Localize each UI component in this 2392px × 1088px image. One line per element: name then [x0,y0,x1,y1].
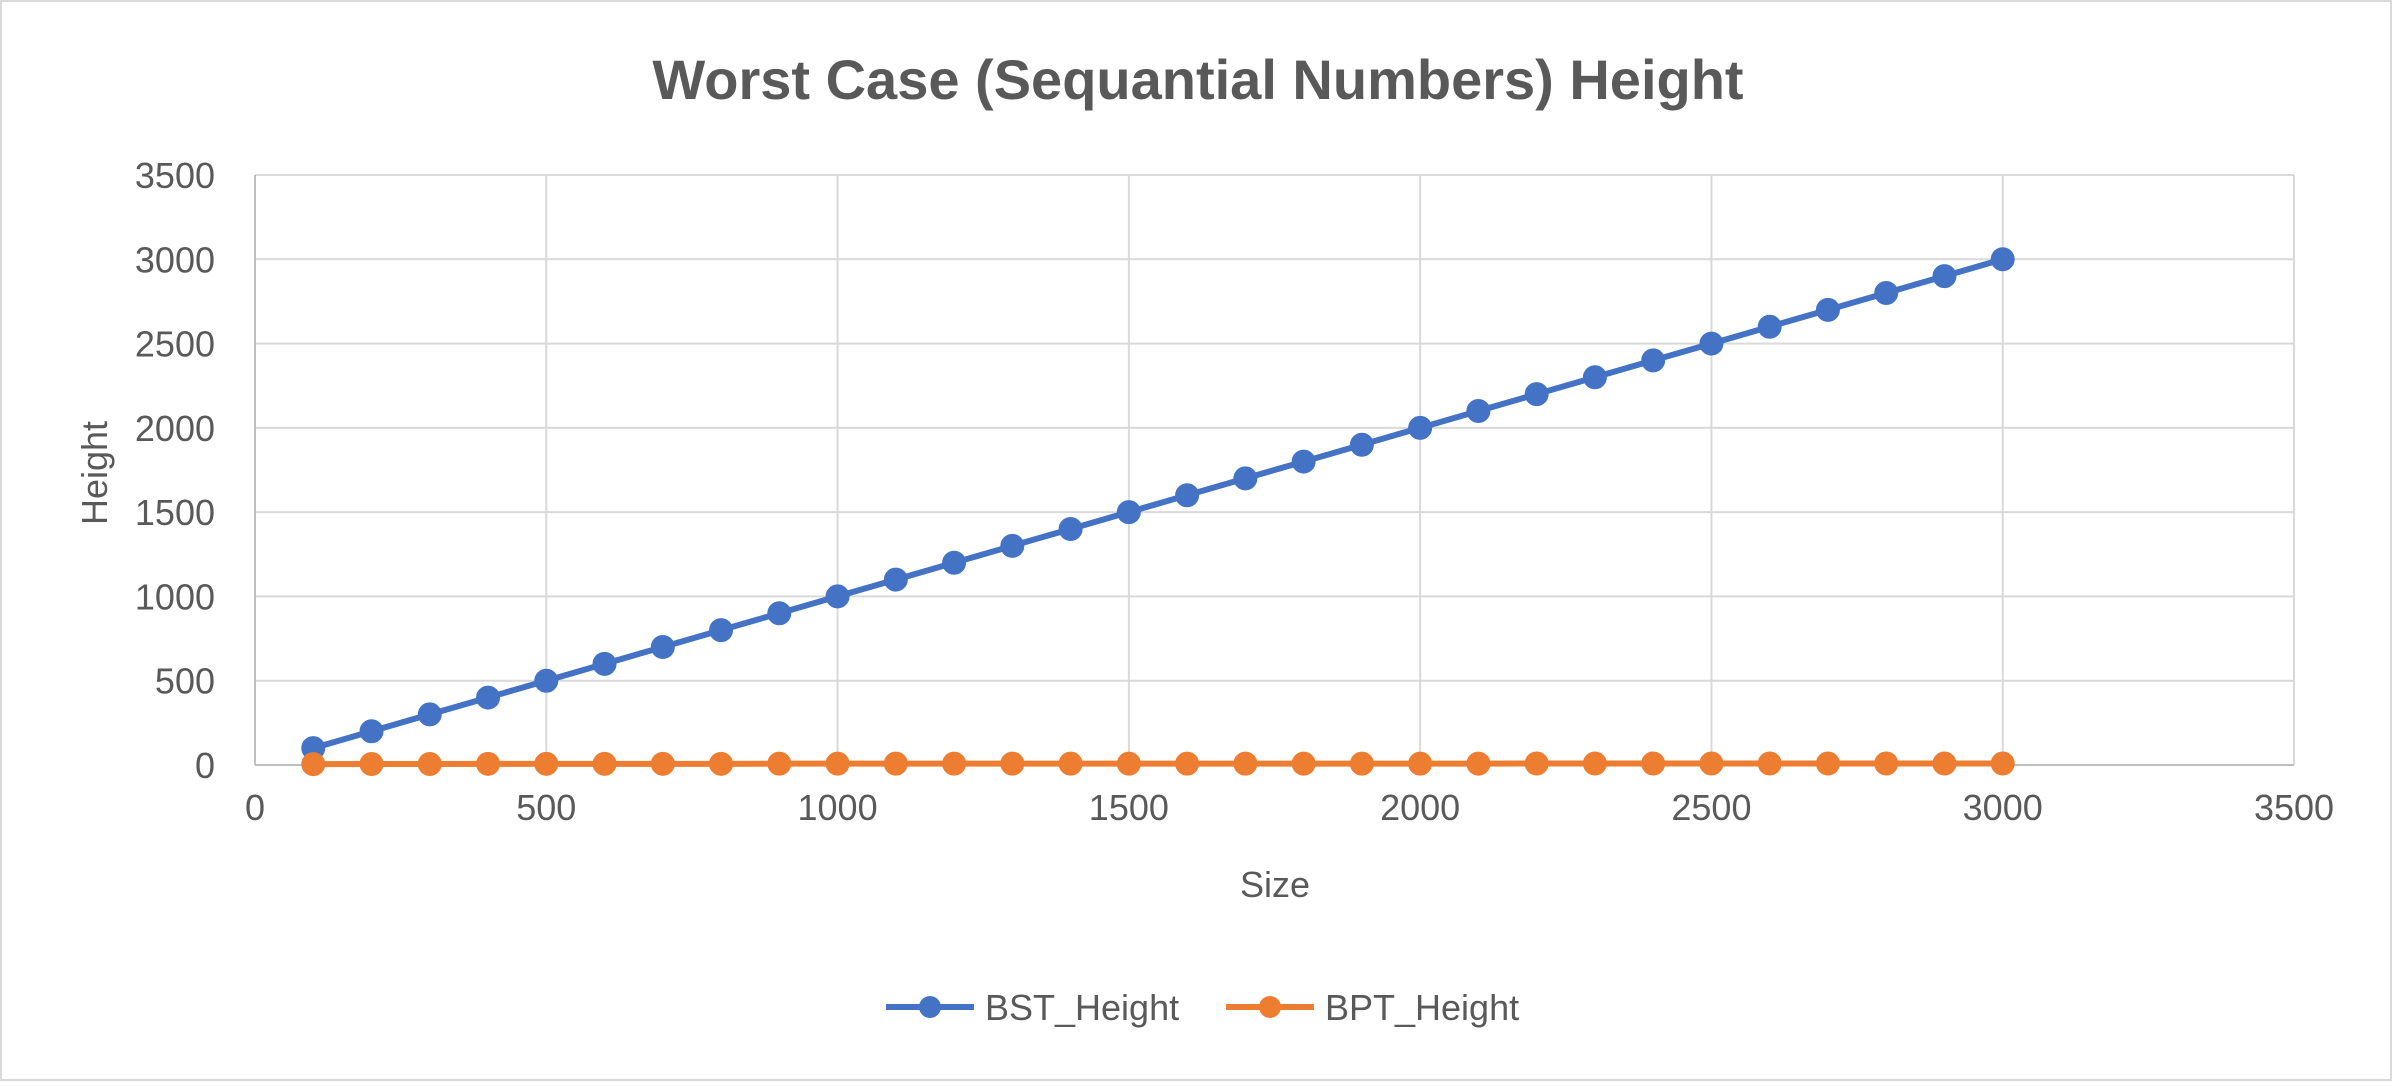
series-line [312,256,2004,752]
y-tick-label: 2000 [135,408,215,449]
data-point [359,719,384,744]
data-point [709,618,734,643]
data-point [1058,751,1083,776]
series-layer [301,247,2015,777]
data-point [1990,751,2015,776]
data-point [1815,751,1840,776]
data-point [1116,751,1141,776]
data-point [1641,751,1666,776]
y-tick-label: 3500 [135,155,215,196]
chart-title: Worst Case (Sequantial Numbers) Height [652,48,1743,111]
data-point [1582,365,1607,390]
data-point [1116,500,1141,525]
data-point [1291,751,1316,776]
y-tick-label: 1000 [135,576,215,617]
y-tick-label: 0 [195,745,215,786]
y-tick-label: 3000 [135,239,215,280]
legend-item: BPT_Height [1226,987,1519,1028]
data-point [1815,297,1840,322]
x-tick-label: 3500 [2254,787,2334,828]
x-axis-label: Size [1240,864,1310,905]
data-point [301,752,326,777]
data-point [1990,247,2015,272]
data-point [1582,751,1607,776]
data-point [359,751,384,776]
data-point [883,751,908,776]
data-point [592,651,617,676]
data-point [1874,751,1899,776]
data-point [650,751,675,776]
x-tick-label: 500 [516,787,576,828]
x-tick-label: 2000 [1380,787,1460,828]
data-point [1699,331,1724,356]
data-point [1291,449,1316,474]
data-point [1408,415,1433,440]
data-point [883,567,908,592]
data-point [1175,483,1200,508]
data-point [767,751,792,776]
data-point [1233,751,1258,776]
series-BST_Height [301,247,2015,761]
data-point [1349,751,1374,776]
data-point [476,685,501,710]
data-point [1641,348,1666,373]
data-point [1466,399,1491,423]
legend-marker [919,996,941,1018]
legend-marker [1259,996,1281,1018]
data-point [417,702,442,727]
data-point [650,635,675,659]
x-tick-label: 0 [245,787,265,828]
data-point [1524,751,1549,776]
legend: BST_Height BPT_Height [886,987,1519,1028]
grid-layer [255,174,2295,765]
data-point [534,668,559,693]
series-BPT_Height [301,751,2015,777]
x-tick-label: 1000 [798,787,878,828]
data-point [709,751,734,776]
data-point [1699,751,1724,776]
data-point [1932,264,1957,289]
series-line [313,760,2003,768]
data-point [825,751,850,776]
data-point [1233,466,1258,491]
data-point [592,751,617,776]
x-tick-label: 2500 [1671,787,1751,828]
legend-label: BST_Height [985,987,1179,1028]
x-tick-label: 3000 [1963,787,2043,828]
data-point [767,601,792,626]
data-point [1466,751,1491,776]
legend-item: BST_Height [886,987,1179,1028]
y-tick-label: 2500 [135,324,215,365]
data-point [1874,281,1899,305]
data-point [1757,314,1782,339]
y-axis-label: Height [74,421,115,525]
data-point [534,751,559,776]
y-tick-label: 1500 [135,492,215,533]
data-point [1000,533,1025,558]
data-point [1408,751,1433,776]
data-point [1932,751,1957,776]
x-tick-label: 1500 [1089,787,1169,828]
data-point [1000,751,1025,776]
data-point [825,584,850,609]
data-point [942,550,967,575]
data-point [417,751,442,776]
data-point [1175,751,1200,776]
data-point [942,751,967,776]
data-point [1349,432,1374,457]
y-tick-label: 500 [155,661,215,702]
data-point [1757,751,1782,776]
data-point [476,751,501,776]
legend-label: BPT_Height [1325,987,1519,1028]
data-point [1524,382,1549,407]
data-point [1058,517,1083,541]
